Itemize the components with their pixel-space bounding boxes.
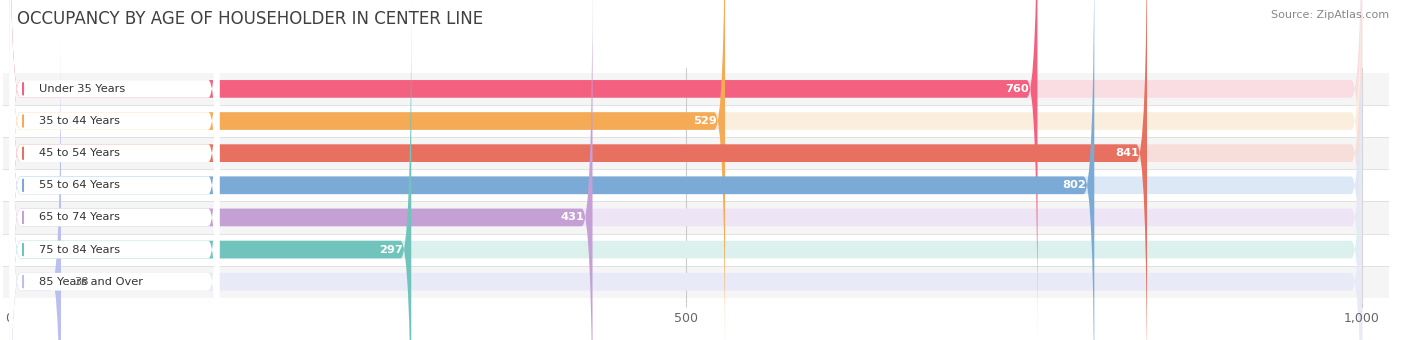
Text: 431: 431 xyxy=(561,212,585,222)
FancyBboxPatch shape xyxy=(10,0,219,340)
FancyBboxPatch shape xyxy=(3,266,1396,298)
Text: 529: 529 xyxy=(693,116,717,126)
FancyBboxPatch shape xyxy=(10,0,1362,337)
FancyBboxPatch shape xyxy=(10,33,219,340)
FancyBboxPatch shape xyxy=(10,0,1362,340)
Text: 802: 802 xyxy=(1063,180,1087,190)
FancyBboxPatch shape xyxy=(10,0,592,340)
FancyBboxPatch shape xyxy=(10,1,219,340)
Text: 38: 38 xyxy=(75,277,89,287)
FancyBboxPatch shape xyxy=(10,0,1362,340)
FancyBboxPatch shape xyxy=(10,0,219,340)
Text: 45 to 54 Years: 45 to 54 Years xyxy=(39,148,121,158)
FancyBboxPatch shape xyxy=(10,0,1094,340)
FancyBboxPatch shape xyxy=(10,1,1362,340)
Text: 75 to 84 Years: 75 to 84 Years xyxy=(39,244,121,255)
FancyBboxPatch shape xyxy=(10,0,1147,340)
FancyBboxPatch shape xyxy=(3,105,1396,137)
Text: 85 Years and Over: 85 Years and Over xyxy=(39,277,143,287)
Text: 35 to 44 Years: 35 to 44 Years xyxy=(39,116,121,126)
Text: Source: ZipAtlas.com: Source: ZipAtlas.com xyxy=(1271,10,1389,20)
FancyBboxPatch shape xyxy=(10,0,1362,340)
FancyBboxPatch shape xyxy=(10,0,1038,337)
FancyBboxPatch shape xyxy=(10,0,219,340)
FancyBboxPatch shape xyxy=(10,1,412,340)
FancyBboxPatch shape xyxy=(10,33,1362,340)
FancyBboxPatch shape xyxy=(3,169,1396,201)
FancyBboxPatch shape xyxy=(3,234,1396,266)
FancyBboxPatch shape xyxy=(3,137,1396,169)
Text: 297: 297 xyxy=(380,244,404,255)
Text: 65 to 74 Years: 65 to 74 Years xyxy=(39,212,121,222)
FancyBboxPatch shape xyxy=(3,73,1396,105)
FancyBboxPatch shape xyxy=(10,0,1362,340)
Text: 841: 841 xyxy=(1115,148,1139,158)
Text: 760: 760 xyxy=(1005,84,1029,94)
Text: OCCUPANCY BY AGE OF HOUSEHOLDER IN CENTER LINE: OCCUPANCY BY AGE OF HOUSEHOLDER IN CENTE… xyxy=(17,10,484,28)
FancyBboxPatch shape xyxy=(10,0,219,337)
FancyBboxPatch shape xyxy=(10,0,725,340)
FancyBboxPatch shape xyxy=(10,33,60,340)
Text: Under 35 Years: Under 35 Years xyxy=(39,84,125,94)
FancyBboxPatch shape xyxy=(10,0,219,340)
FancyBboxPatch shape xyxy=(3,201,1396,234)
Text: 55 to 64 Years: 55 to 64 Years xyxy=(39,180,121,190)
